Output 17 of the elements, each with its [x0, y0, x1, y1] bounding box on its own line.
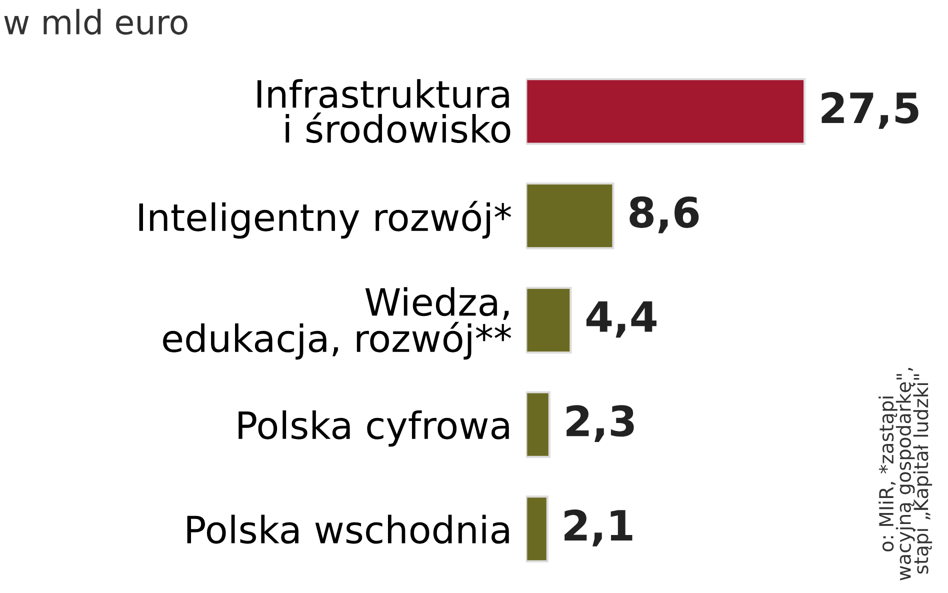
- data-label: 2,3: [566, 405, 634, 442]
- data-label: 27,5: [822, 92, 918, 129]
- y-tick-label: Infrastruktura i środowisko: [258, 79, 510, 143]
- bar: [526, 78, 806, 145]
- y-tick-label: Polska wschodnia: [187, 514, 509, 544]
- y-tick-label: Inteligentny rozwój*: [139, 200, 512, 239]
- bar: [526, 182, 614, 250]
- bar: [526, 391, 550, 458]
- bar: [526, 286, 572, 354]
- data-label: 4,4: [586, 301, 656, 338]
- y-tick-label: Wiedza, edukacja, rozwój**: [163, 287, 512, 360]
- data-label: 2,1: [564, 510, 632, 546]
- text: w mld euro: [4, 8, 188, 35]
- bar: [526, 496, 548, 562]
- y-tick-label: Polska cyfrowa: [238, 410, 509, 447]
- text: o: MIiR, *zastąpi wacyjną gospodarkę", stąpi „Kapitał ludzki": [878, 368, 932, 580]
- data-label: 8,6: [630, 196, 699, 234]
